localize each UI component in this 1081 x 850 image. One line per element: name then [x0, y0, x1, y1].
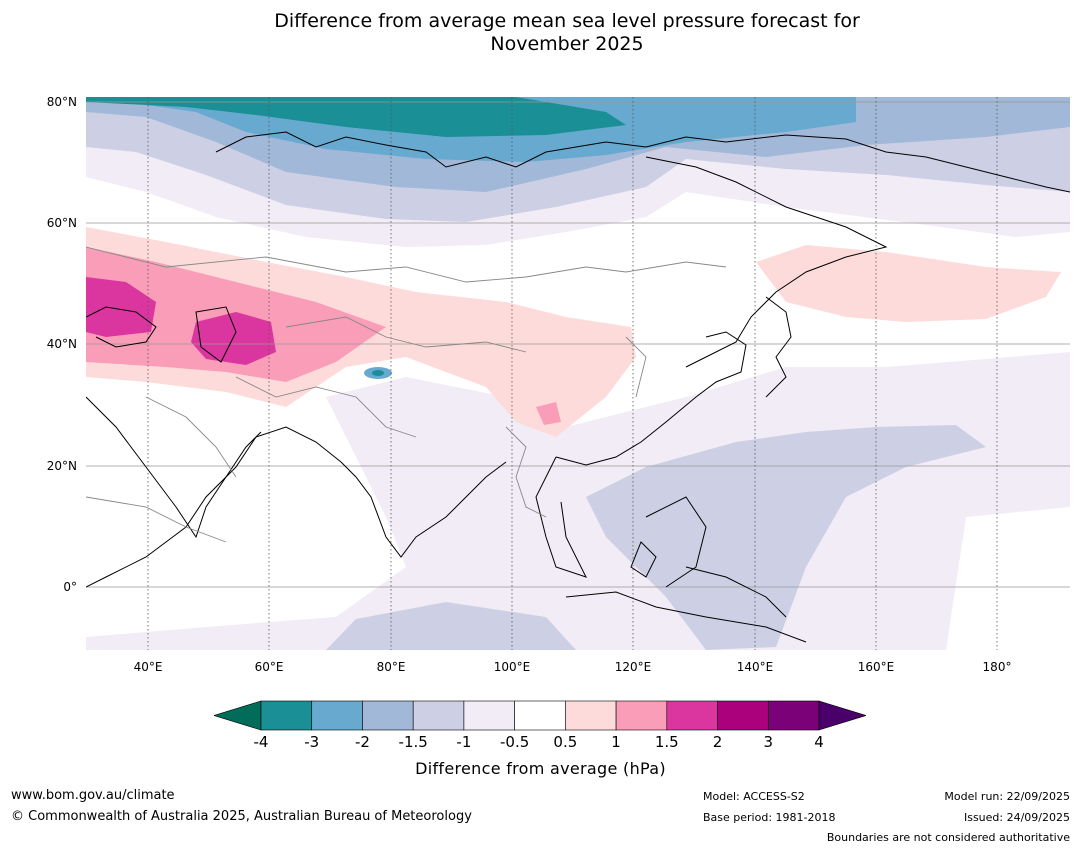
- map-canvas: [86, 97, 1070, 650]
- coastlines: [86, 131, 1070, 643]
- colorbar-tick-label: 1: [611, 733, 621, 751]
- lat-gridlines: [86, 101, 1070, 588]
- lon-label-80e: 80°E: [376, 660, 406, 674]
- pressure-anomaly-map: [86, 97, 1070, 650]
- colorbar-segment: [514, 700, 566, 731]
- lon-label-100e: 100°E: [493, 660, 531, 674]
- footer-copyright: © Commonwealth of Australia 2025, Austra…: [11, 809, 472, 824]
- anomaly-tropical-minus-1: [586, 425, 986, 650]
- lon-label-120e: 120°E: [614, 660, 652, 674]
- colorbar-segment: [463, 700, 515, 731]
- chart-title: Difference from average mean sea level p…: [0, 10, 1081, 56]
- colorbar-tick-label: -1: [456, 733, 472, 751]
- colorbar-tick-label: 0.5: [553, 733, 578, 751]
- colorbar-segment: [666, 700, 718, 731]
- lat-label-60n: 60°N: [46, 216, 77, 230]
- colorbar-segment: [565, 700, 617, 731]
- anomaly-tropical-minus-0.5: [86, 352, 1070, 650]
- anomaly-band-plus-1.5-west: [86, 277, 156, 337]
- colorbar-segment: [260, 700, 313, 731]
- lat-label-20n: 20°N: [46, 459, 77, 473]
- footer-model-run: Model run: 22/09/2025: [944, 790, 1070, 803]
- lat-label-80n: 80°N: [46, 95, 77, 109]
- lon-label-140e: 140°E: [736, 660, 774, 674]
- colorbar-segment: [412, 700, 465, 731]
- lat-label-40n: 40°N: [46, 337, 77, 351]
- title-line-1: Difference from average mean sea level p…: [274, 10, 860, 32]
- footer-model: Model: ACCESS-S2: [703, 790, 805, 803]
- country-borders: [86, 246, 727, 543]
- colorbar-tick-label: 4: [814, 733, 824, 751]
- colorbar-tick-label: 3: [763, 733, 774, 751]
- anomaly-band-minus-3: [86, 97, 626, 137]
- colorbar-over-arrow: [818, 700, 866, 731]
- anomaly-plus-1-china: [536, 402, 561, 425]
- colorbar-tick-label: -0.5: [499, 733, 530, 751]
- footer-website[interactable]: www.bom.gov.au/climate: [11, 788, 175, 803]
- colorbar: [214, 700, 866, 731]
- colorbar-tick-label: -2: [354, 733, 370, 751]
- lon-label-180: 180°: [982, 660, 1012, 674]
- colorbar-segment: [615, 700, 668, 731]
- colorbar-segment: [311, 700, 363, 731]
- footer-base-period: Base period: 1981-2018: [703, 811, 836, 824]
- anomaly-small-minus-1: [326, 602, 576, 650]
- colorbar-tick-label: -3: [304, 733, 320, 751]
- colorbar-tick-label: 1.5: [654, 733, 679, 751]
- lon-label-60e: 60°E: [254, 660, 284, 674]
- title-line-2: November 2025: [490, 33, 644, 55]
- anomaly-band-plus-1.5-caspian: [191, 312, 276, 365]
- colorbar-segment: [717, 700, 769, 731]
- lon-label-160e: 160°E: [857, 660, 895, 674]
- colorbar-segment: [767, 700, 820, 731]
- footer-disclaimer: Boundaries are not considered authoritat…: [826, 831, 1070, 844]
- footer-issued: Issued: 24/09/2025: [963, 811, 1070, 824]
- colorbar-under-arrow: [214, 700, 262, 731]
- colorbar-tick-label: -1.5: [398, 733, 428, 751]
- colorbar-segments: [260, 700, 820, 731]
- colorbar-tick-label: 2: [712, 733, 723, 751]
- colorbar-segment: [362, 700, 414, 731]
- colorbar-tick-label: -4: [253, 733, 269, 751]
- colorbar-label: Difference from average (hPa): [415, 759, 666, 778]
- anomaly-plus-0.5-east: [756, 245, 1061, 322]
- lon-gridlines: [147, 97, 998, 650]
- lon-label-40e: 40°E: [133, 660, 163, 674]
- lat-label-0: 0°: [63, 580, 77, 594]
